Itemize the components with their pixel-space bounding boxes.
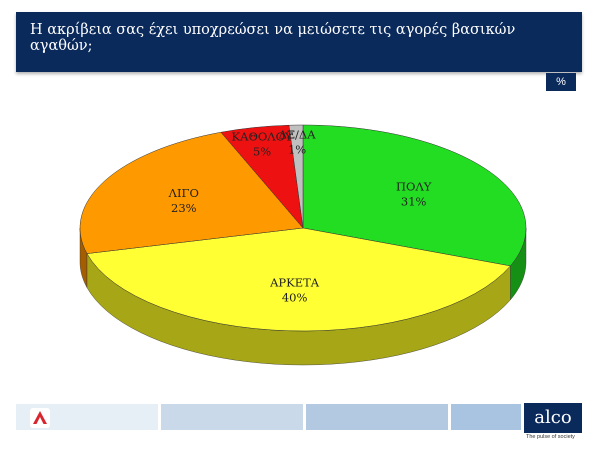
footer-segment: [306, 404, 448, 430]
pie-slice-0: [302, 124, 527, 267]
title-banner: Η ακρίβεια σας έχει υποχρεώσει να μειώσε…: [16, 12, 582, 72]
pie-label-name-1: ΑΡΚΕΤΑ: [269, 276, 320, 290]
pie-sides: [79, 227, 527, 366]
pie-label-value-1: 40%: [282, 291, 308, 305]
alco-tagline: The pulse of society: [526, 434, 575, 440]
pie-label-value-4: 1%: [288, 143, 306, 157]
pie-slice-4: [288, 124, 304, 229]
pie-label-value-2: 23%: [171, 201, 197, 215]
footer-segment: [451, 404, 521, 430]
pie-label-name-4: ΔΞ/ΔΑ: [279, 128, 317, 142]
footer-segment: [161, 404, 303, 430]
pie-label-name-2: ΛΙΓΟ: [168, 186, 199, 200]
chart-title: Η ακρίβεια σας έχει υποχρεώσει να μειώσε…: [30, 22, 516, 54]
footer-band: [16, 404, 582, 430]
pie-label-value-0: 31%: [401, 194, 427, 208]
alpha-logo: [30, 408, 50, 428]
pie-tops: [79, 124, 527, 332]
pie-label-value-3: 5%: [253, 145, 271, 159]
pie-slice-1: [86, 227, 511, 332]
alco-logo: alco: [524, 403, 582, 433]
pie-label-name-0: ΠΟΛΥ: [396, 179, 432, 193]
pie-slice-2: [79, 131, 304, 254]
percent-badge: %: [546, 73, 576, 91]
pie-label-name-3: ΚΑΘΟΛΟΥ: [232, 130, 293, 144]
